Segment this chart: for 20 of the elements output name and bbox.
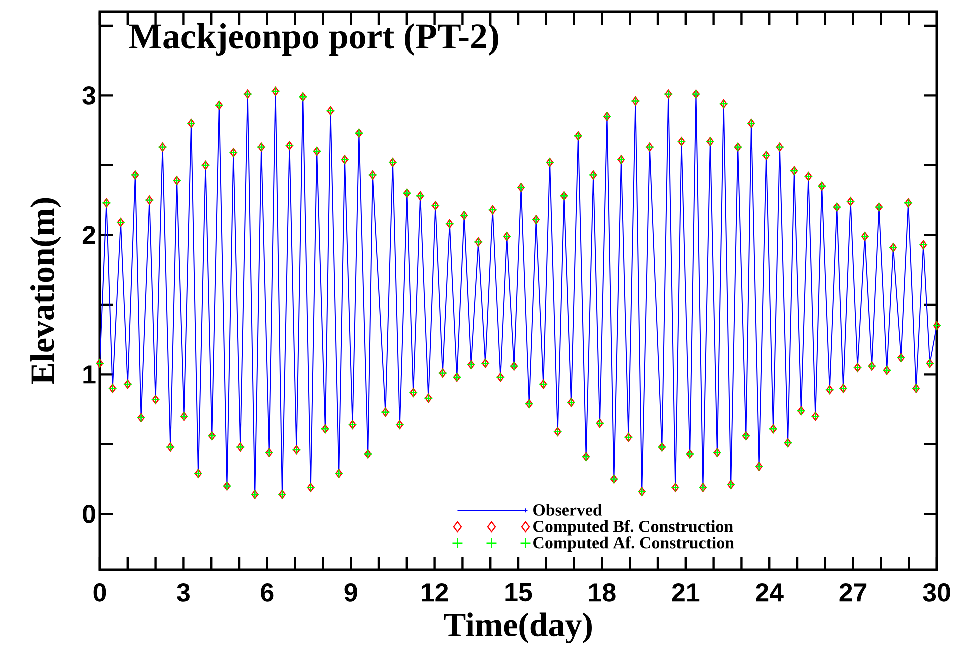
x-tick-label: 18 [589, 584, 616, 602]
legend-label: Computed Af. Construction [534, 536, 734, 552]
y-tick-label: 1 [84, 366, 96, 384]
x-axis-title: Time(day) [444, 612, 592, 644]
x-tick-label: 3 [177, 584, 190, 602]
x-tick-label: 12 [422, 584, 448, 602]
x-tick-label: 6 [261, 584, 274, 602]
y-tick-label: 2 [82, 226, 96, 244]
y-axis-title: Elevation(m) [30, 198, 62, 384]
legend-label: Observed [534, 504, 602, 516]
x-tick-label: 21 [672, 584, 700, 602]
x-tick-label: 27 [840, 584, 867, 602]
chart-title: Mackjeonpo port (PT-2) [129, 23, 498, 56]
y-tick-label: 3 [82, 86, 96, 105]
x-tick-label: 15 [506, 584, 532, 602]
x-tick-label: 30 [923, 584, 950, 602]
y-tick-label: 0 [83, 505, 96, 524]
x-tick-label: 9 [344, 584, 358, 602]
x-tick-label: 24 [756, 584, 784, 602]
legend-label: Computed Bf. Construction [534, 520, 734, 536]
